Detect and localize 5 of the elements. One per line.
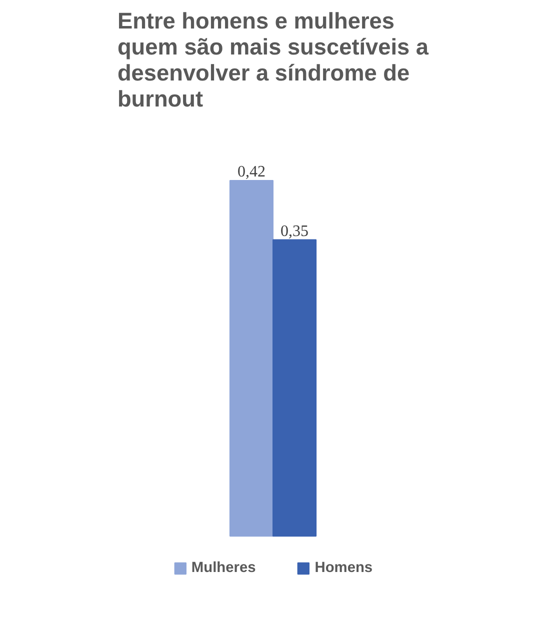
data-label: 0,42	[237, 164, 266, 181]
chart-title: Entre homens e mulheres quem são mais suscetíveis a desenvolver a síndrome de burnout	[117, 8, 429, 112]
legend-label: Homens	[314, 560, 373, 576]
legend-label: Mulheres	[191, 560, 256, 576]
data-label: 0,35	[280, 222, 309, 240]
